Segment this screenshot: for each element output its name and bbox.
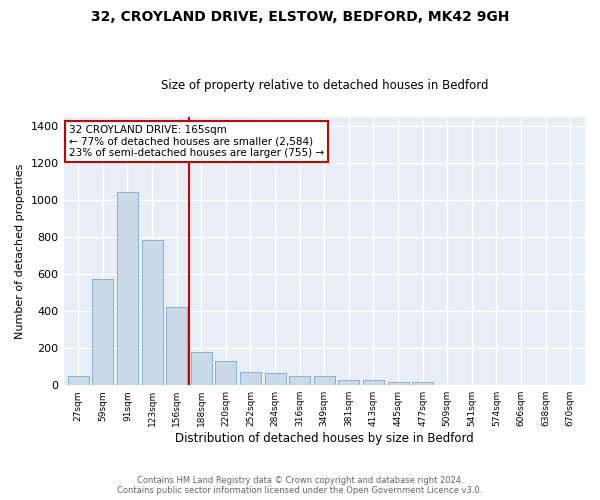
Text: Contains HM Land Registry data © Crown copyright and database right 2024.
Contai: Contains HM Land Registry data © Crown c… [118,476,482,495]
Bar [92,279,113,385]
Bar [215,361,236,385]
Bar [142,240,163,385]
Bar [191,352,212,385]
Bar [265,372,286,385]
Bar [289,376,310,385]
Title: Size of property relative to detached houses in Bedford: Size of property relative to detached ho… [161,79,488,92]
Text: 32, CROYLAND DRIVE, ELSTOW, BEDFORD, MK42 9GH: 32, CROYLAND DRIVE, ELSTOW, BEDFORD, MK4… [91,10,509,24]
Bar [117,192,138,385]
Y-axis label: Number of detached properties: Number of detached properties [15,164,25,338]
Text: 32 CROYLAND DRIVE: 165sqm
← 77% of detached houses are smaller (2,584)
23% of se: 32 CROYLAND DRIVE: 165sqm ← 77% of detac… [69,125,324,158]
Bar [412,382,433,385]
Bar [363,380,384,385]
Bar [388,382,409,385]
Bar [314,376,335,385]
Bar [68,376,89,385]
Bar [240,372,261,385]
Bar [338,380,359,385]
Bar [166,306,187,385]
X-axis label: Distribution of detached houses by size in Bedford: Distribution of detached houses by size … [175,432,473,445]
